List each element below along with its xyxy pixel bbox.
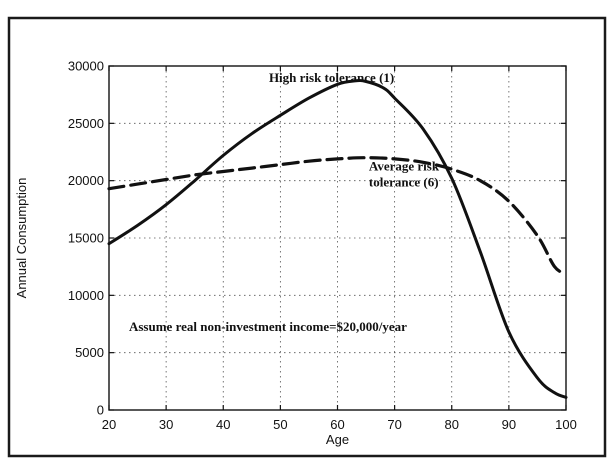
x-tick-label: 100 [555, 417, 577, 432]
high-risk-line [107, 79, 568, 399]
x-axis-label: Age [326, 432, 349, 447]
grid [109, 66, 566, 410]
y-axis-label: Annual Consumption [14, 178, 29, 299]
axis-ticks: 20 30 40 50 60 70 80 90 100 0 5000 10000 15000 20000 2… [68, 59, 577, 433]
x-tick-label: 20 [102, 417, 116, 432]
y-tick-label: 15000 [68, 231, 104, 246]
annotation-0: High risk tolerance (1) [269, 70, 394, 85]
y-tick-label: 0 [97, 403, 104, 418]
y-tick-label: 20000 [68, 173, 104, 188]
x-tick-label: 40 [216, 417, 230, 432]
annotation-3: Assume real non-investment income=$20,00… [129, 319, 407, 334]
x-tick-label: 30 [159, 417, 173, 432]
annotations: High risk tolerance (1) Average risktoler… [129, 70, 440, 334]
y-tick-label: 25000 [68, 116, 104, 131]
x-tick-label: 80 [445, 417, 459, 432]
average-risk-line [107, 156, 568, 276]
y-tick-label: 5000 [75, 345, 104, 360]
x-tick-label: 60 [330, 417, 344, 432]
chart-frame [7, 16, 607, 458]
y-tick-label: 10000 [68, 288, 104, 303]
plot-area [108, 65, 567, 411]
x-tick-label: 50 [273, 417, 287, 432]
x-tick-label: 90 [502, 417, 516, 432]
annotation-2: tolerance (6) [369, 174, 439, 189]
annotation-1: Average risk [369, 158, 440, 173]
x-tick-label: 70 [387, 417, 401, 432]
series-group [107, 79, 568, 399]
y-tick-label: 30000 [68, 59, 104, 74]
